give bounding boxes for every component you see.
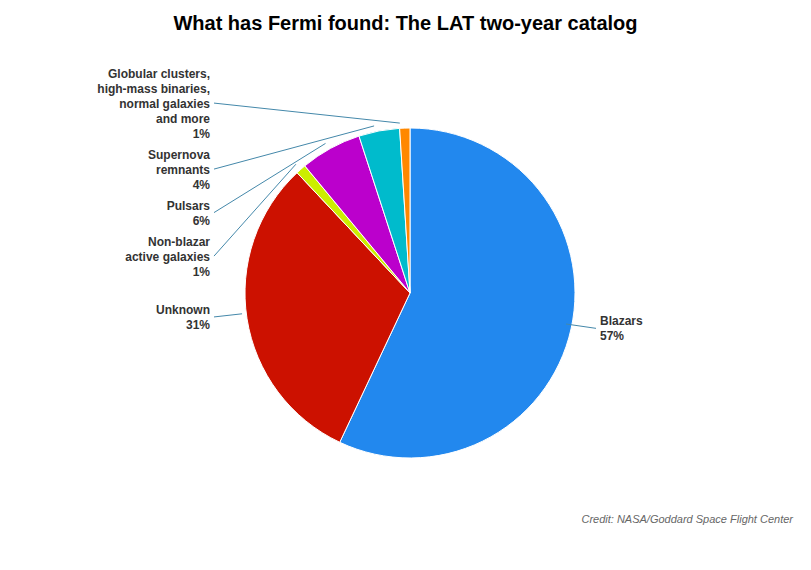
svg-text:Blazars57%: Blazars57% xyxy=(600,314,643,343)
svg-text:Pulsars6%: Pulsars6% xyxy=(167,199,211,228)
svg-text:Globular clusters,high-mass bi: Globular clusters,high-mass binaries,nor… xyxy=(97,67,210,141)
svg-text:Supernovaremnants4%: Supernovaremnants4% xyxy=(148,148,210,192)
svg-text:Unknown31%: Unknown31% xyxy=(156,303,210,332)
html-text:What has Fermi found: The LAT: What has Fermi found: The LAT two-year c… xyxy=(173,12,638,34)
html-text:Credit: NASA/Goddard Space Fli: Credit: NASA/Goddard Space Flight Center xyxy=(581,513,793,525)
svg-text:Non-blazaractive galaxies1%: Non-blazaractive galaxies1% xyxy=(125,235,210,279)
